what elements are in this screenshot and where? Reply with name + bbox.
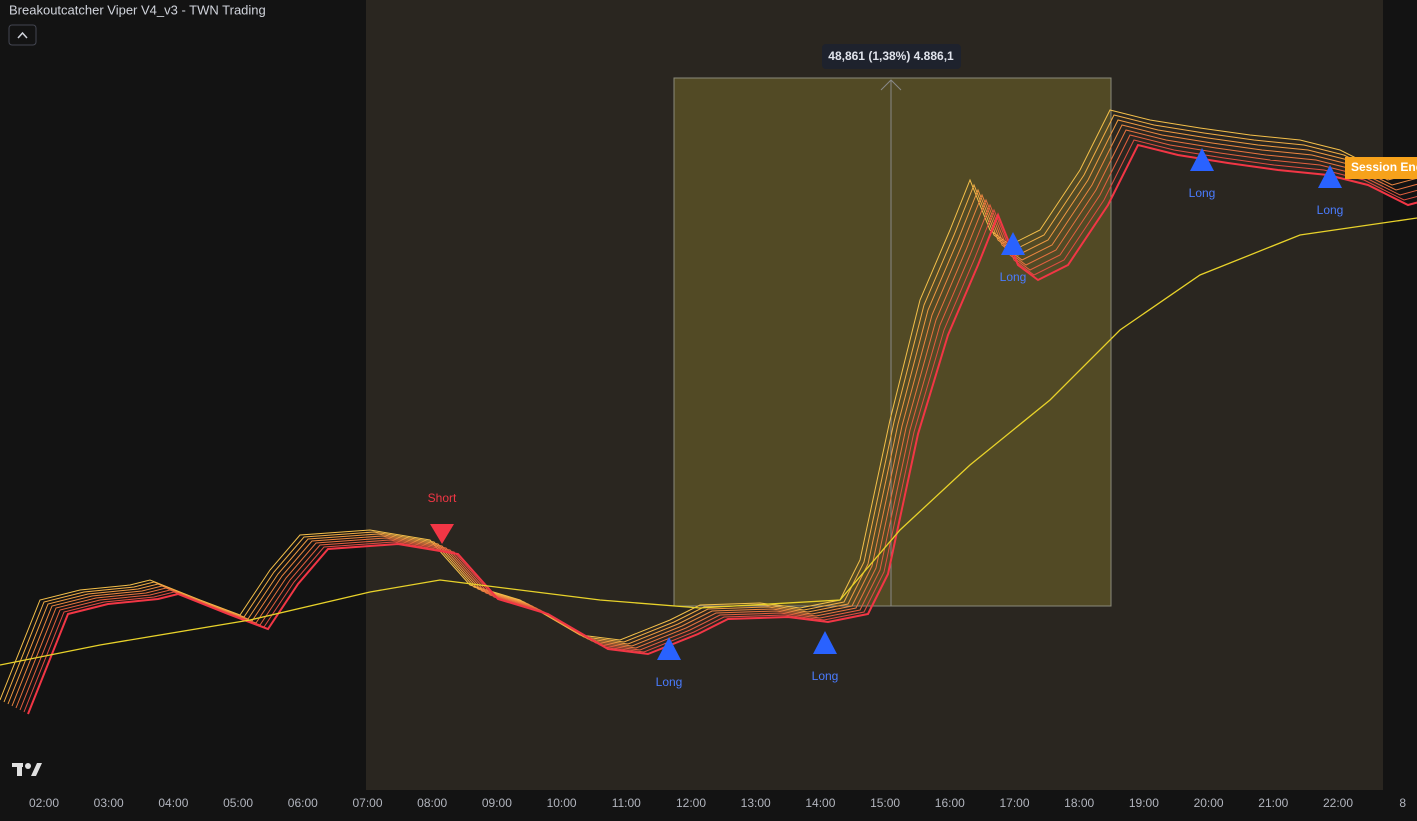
indicator-title: Breakoutcatcher Viper V4_v3 - TWN Tradin… [9, 2, 266, 17]
time-axis: 02:00 03:00 04:00 05:00 06:00 07:00 08:00 09:00… [29, 796, 1406, 810]
time-label: 02:00 [29, 796, 59, 810]
time-label: 08:00 [417, 796, 447, 810]
time-label: 8 [1399, 796, 1406, 810]
measure-arrow-head [880, 79, 902, 91]
time-label: 18:00 [1064, 796, 1094, 810]
long-marker [1318, 165, 1342, 188]
moving-average [0, 217, 1417, 666]
time-label: 04:00 [158, 796, 188, 810]
signal-label: Short [428, 491, 457, 505]
ribbon-line [27, 143, 1417, 715]
signal-label: Long [812, 669, 839, 683]
time-label: 14:00 [805, 796, 835, 810]
time-label: 11:00 [612, 796, 641, 810]
short-marker [430, 524, 454, 544]
ribbon [0, 109, 1417, 715]
time-label: 03:00 [94, 796, 124, 810]
time-axis-bg [0, 790, 1417, 821]
long-marker [1001, 232, 1025, 255]
time-label: 06:00 [288, 796, 318, 810]
time-label: 09:00 [482, 796, 512, 810]
long-marker [657, 637, 681, 660]
time-label: 21:00 [1258, 796, 1288, 810]
time-label: 16:00 [935, 796, 965, 810]
time-label: 10:00 [547, 796, 577, 810]
time-label: 20:00 [1194, 796, 1224, 810]
collapse-button[interactable] [8, 24, 37, 46]
session-tag: Session End [1351, 160, 1417, 174]
time-label: 05:00 [223, 796, 253, 810]
measure-label-bg [822, 44, 961, 69]
time-label: 07:00 [352, 796, 382, 810]
measure-label: 48,861 (1,38%) 4.886,1 [828, 49, 954, 63]
time-label: 19:00 [1129, 796, 1159, 810]
long-marker [1190, 148, 1214, 171]
session-tag-bg [1345, 157, 1417, 179]
signal-label: Long [1000, 270, 1027, 284]
time-label: 17:00 [999, 796, 1029, 810]
signal-label: Long [1189, 186, 1216, 200]
signal-label: Long [1317, 203, 1344, 217]
logo [12, 763, 42, 776]
time-label: 12:00 [676, 796, 706, 810]
long-marker [813, 631, 837, 654]
time-label: 13:00 [741, 796, 771, 810]
signal-label: Long [656, 675, 683, 689]
time-label: 22:00 [1323, 796, 1353, 810]
collapse-icon [17, 31, 28, 39]
measure-box [673, 77, 1112, 607]
time-label: 15:00 [870, 796, 900, 810]
